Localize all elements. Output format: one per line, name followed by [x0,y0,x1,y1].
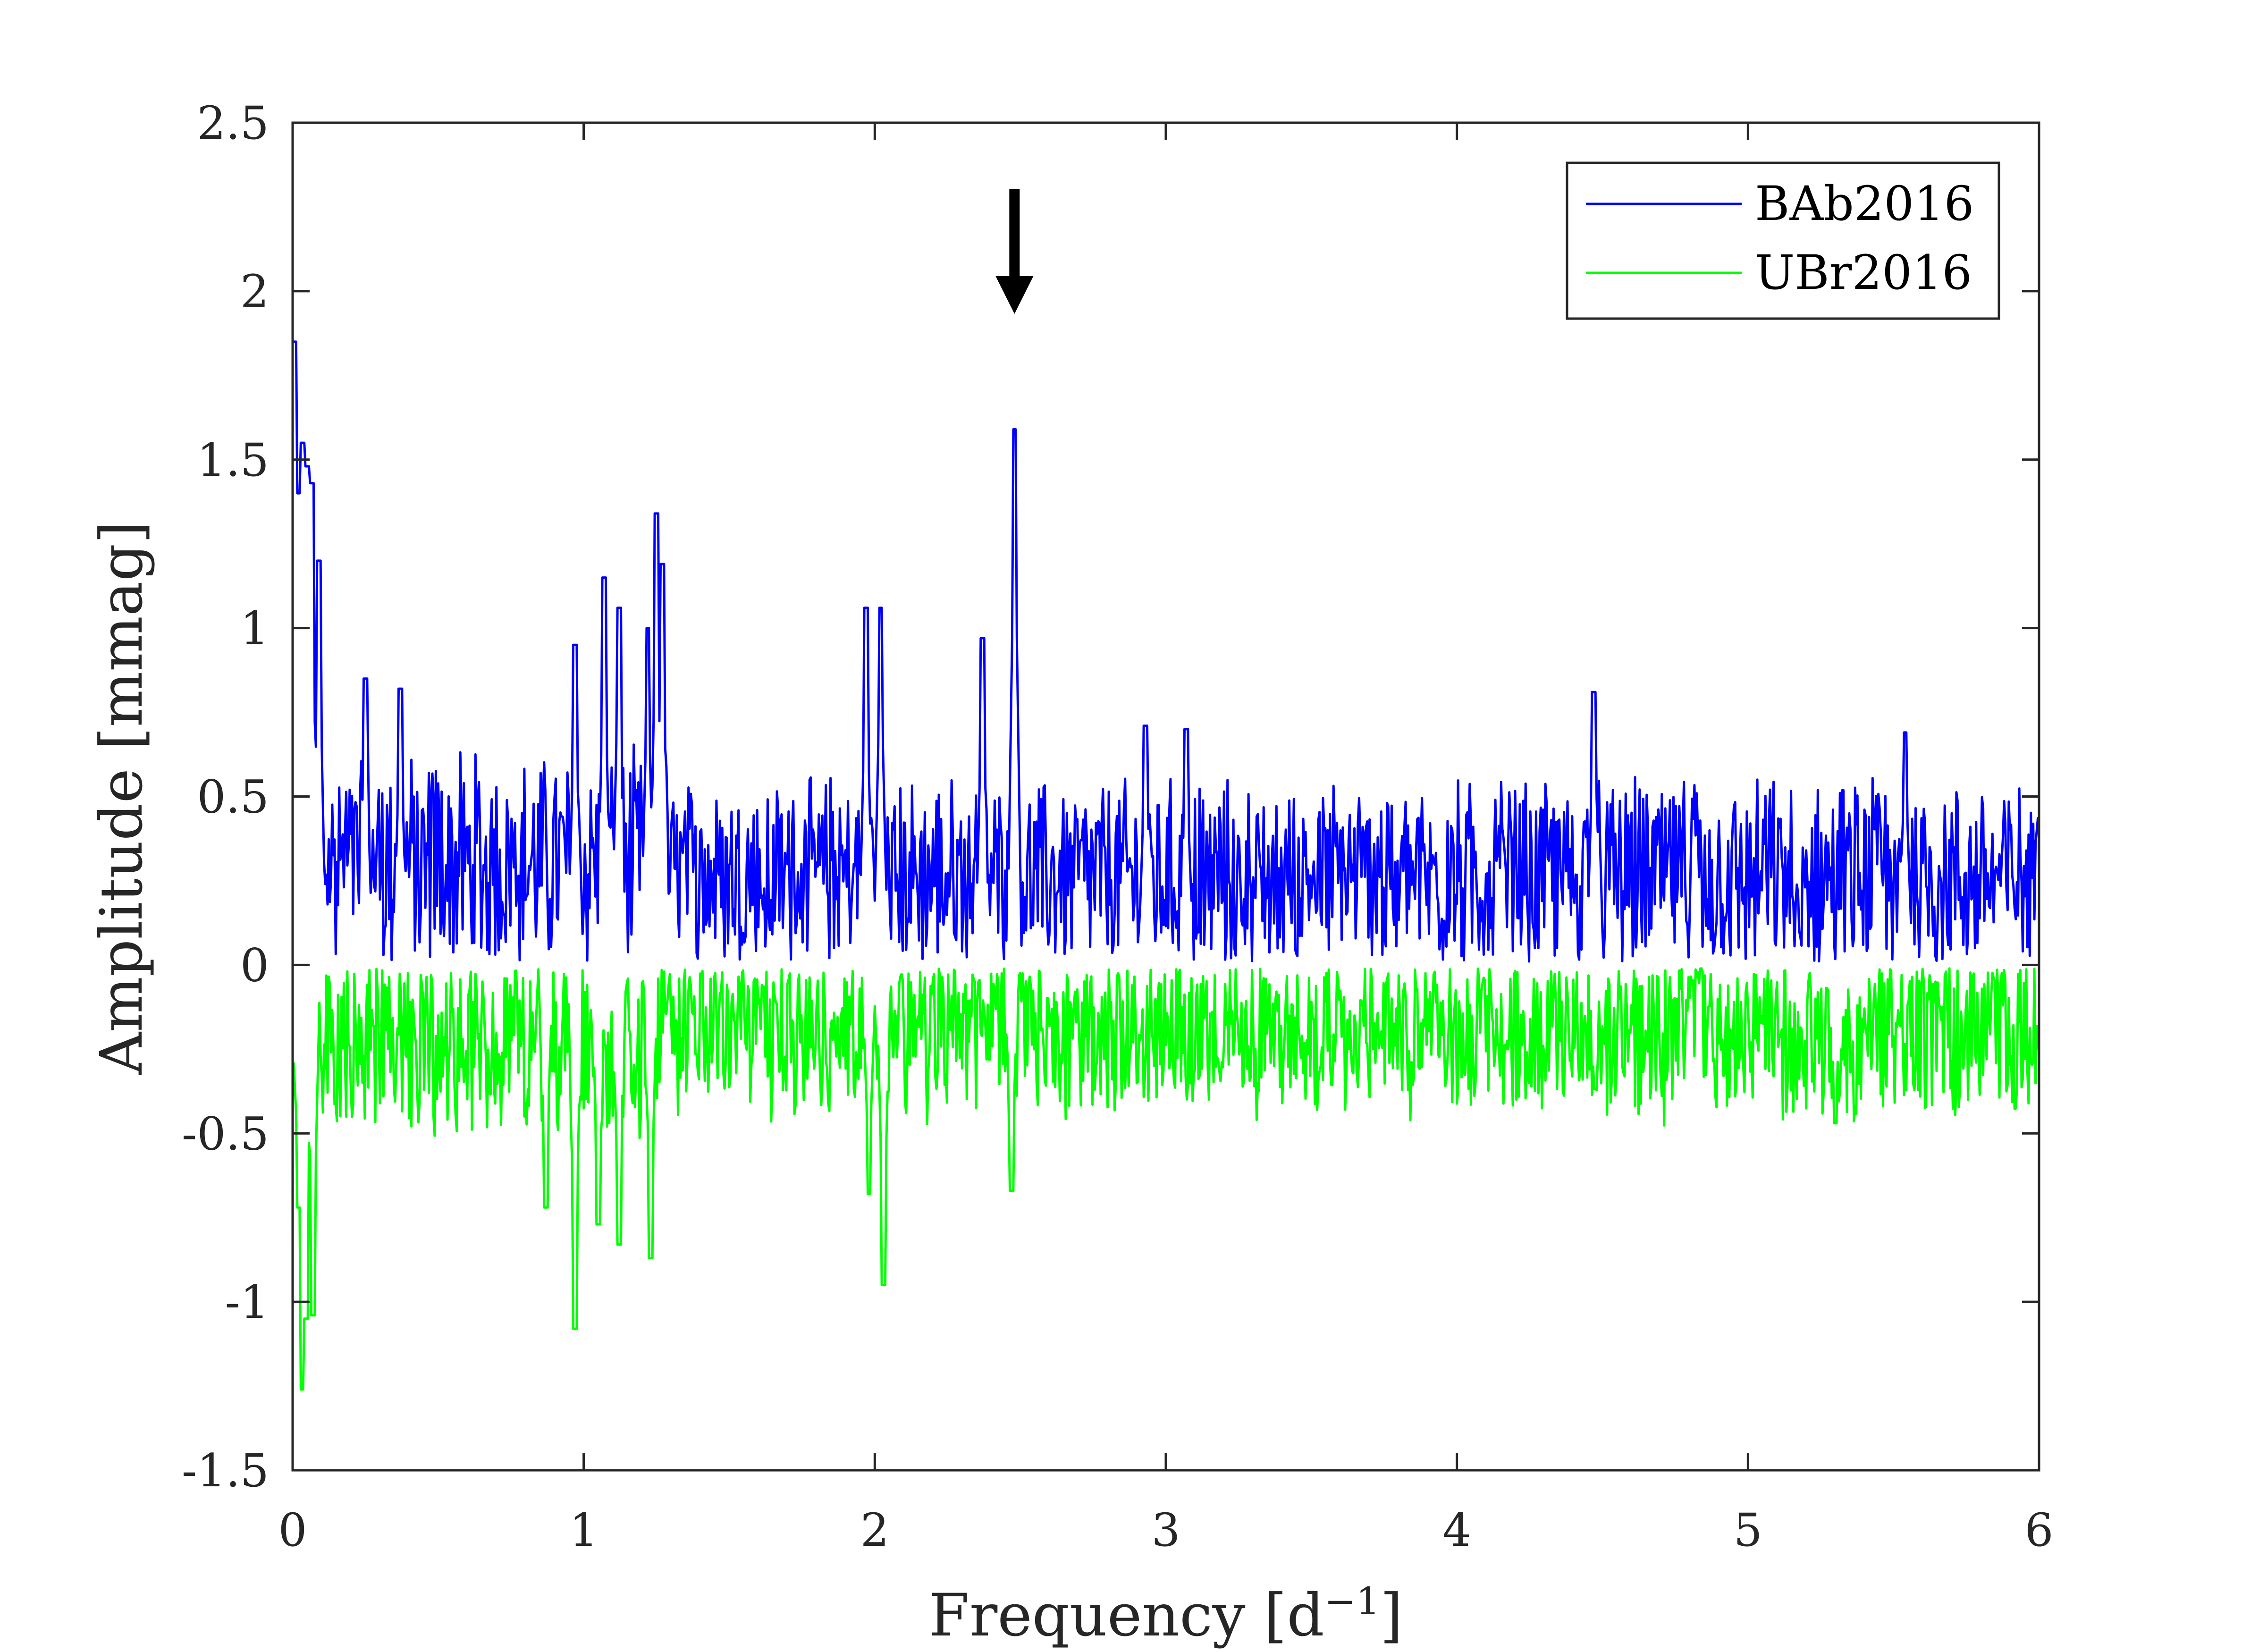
x-tick-label: 4 [1442,1504,1471,1557]
x-tick-label: 1 [569,1504,598,1557]
y-tick-label: 0.5 [197,771,269,824]
legend-label-ubr2016: UBr2016 [1755,245,1972,300]
y-axis-ticks: -1.5 -1 -0.5 0 0.5 1 1.5 2 2.5 [182,97,2039,1497]
series-layer [291,340,2040,1391]
y-tick-label: -1 [225,1276,269,1329]
legend-box [1566,161,2000,320]
y-tick-label: 1.5 [197,434,269,487]
x-axis-label: Frequency [d−1] [929,1579,1403,1650]
x-tick-label: 5 [1734,1504,1762,1557]
y-tick-label: 0 [240,939,269,992]
y-tick-label: 1 [240,602,269,655]
legend: BAb2016 UBr2016 [1566,161,2000,320]
plot-area [293,123,2039,1470]
peak-arrow-annotation [995,189,1034,314]
x-tick-label: 0 [278,1504,307,1557]
y-tick-label: -1.5 [182,1444,269,1497]
x-axis-label-main: Frequency [d [929,1582,1324,1650]
arrow-head [995,276,1034,314]
x-tick-label: 2 [860,1504,889,1557]
x-axis-ticks: 0 1 2 3 4 5 6 [278,123,2054,1557]
series-line-bab2016 [293,340,2040,963]
y-tick-label: 2.5 [197,97,269,150]
y-axis-label: Amplitude [mmag] [88,521,156,1075]
y-tick-label: 2 [240,265,269,318]
x-axis-label-superscript: −1 [1324,1579,1380,1623]
x-tick-label: 3 [1151,1504,1180,1557]
legend-label-bab2016: BAb2016 [1755,176,1974,231]
series-line-ubr2016 [291,967,2040,1391]
x-tick-label: 6 [2024,1504,2053,1557]
y-tick-label: -0.5 [182,1107,269,1160]
x-axis-label-end: ] [1380,1582,1403,1650]
